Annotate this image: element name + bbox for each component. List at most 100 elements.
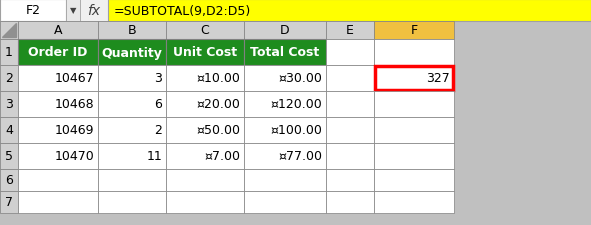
Bar bbox=[18, 117, 98, 143]
Bar bbox=[18, 92, 98, 117]
Text: ▼: ▼ bbox=[70, 7, 76, 16]
Bar bbox=[374, 169, 454, 191]
Text: 327: 327 bbox=[426, 72, 450, 85]
Bar bbox=[18, 169, 98, 191]
Bar bbox=[18, 191, 98, 213]
Bar bbox=[374, 92, 454, 117]
Text: B: B bbox=[128, 24, 137, 37]
Bar bbox=[374, 143, 454, 169]
Bar bbox=[0, 40, 18, 66]
Bar bbox=[0, 22, 18, 40]
Bar bbox=[374, 22, 454, 40]
Bar bbox=[98, 191, 166, 213]
Text: C: C bbox=[200, 24, 209, 37]
Bar bbox=[98, 92, 166, 117]
Bar bbox=[374, 66, 454, 92]
Bar bbox=[0, 117, 18, 143]
Bar bbox=[244, 40, 326, 66]
Text: 10467: 10467 bbox=[54, 72, 94, 85]
Bar bbox=[98, 66, 166, 92]
Bar bbox=[166, 22, 244, 40]
Text: 2: 2 bbox=[154, 124, 162, 137]
Bar bbox=[326, 22, 374, 40]
Bar bbox=[326, 117, 374, 143]
Text: 6: 6 bbox=[154, 98, 162, 111]
Bar bbox=[244, 92, 326, 117]
Bar bbox=[244, 191, 326, 213]
Text: Order ID: Order ID bbox=[28, 46, 87, 59]
Bar bbox=[18, 143, 98, 169]
Bar bbox=[98, 22, 166, 40]
Bar bbox=[66, 0, 80, 22]
Bar bbox=[244, 169, 326, 191]
Bar bbox=[98, 117, 166, 143]
Bar bbox=[18, 40, 98, 66]
Text: 5: 5 bbox=[5, 150, 13, 163]
Text: 10468: 10468 bbox=[54, 98, 94, 111]
Bar bbox=[326, 169, 374, 191]
Bar bbox=[98, 40, 166, 66]
Text: 10469: 10469 bbox=[54, 124, 94, 137]
Bar bbox=[166, 143, 244, 169]
Text: =SUBTOTAL(9,D2:D5): =SUBTOTAL(9,D2:D5) bbox=[114, 4, 251, 17]
Bar bbox=[166, 40, 244, 66]
Bar bbox=[374, 191, 454, 213]
Text: F: F bbox=[410, 24, 418, 37]
Text: 2: 2 bbox=[5, 72, 13, 85]
Text: F2: F2 bbox=[25, 4, 41, 17]
Text: 11: 11 bbox=[146, 150, 162, 163]
Bar bbox=[374, 40, 454, 66]
Bar bbox=[166, 191, 244, 213]
Text: ¤100.00: ¤100.00 bbox=[270, 124, 322, 137]
Polygon shape bbox=[2, 24, 16, 38]
Bar bbox=[18, 22, 98, 40]
Text: ¤7.00: ¤7.00 bbox=[204, 150, 240, 163]
Bar bbox=[326, 92, 374, 117]
Bar bbox=[244, 117, 326, 143]
Bar bbox=[166, 117, 244, 143]
Text: 6: 6 bbox=[5, 174, 13, 187]
Bar bbox=[0, 143, 18, 169]
Text: E: E bbox=[346, 24, 354, 37]
Bar bbox=[0, 92, 18, 117]
Bar bbox=[98, 143, 166, 169]
Bar bbox=[374, 117, 454, 143]
Bar bbox=[375, 67, 453, 91]
Text: Unit Cost: Unit Cost bbox=[173, 46, 237, 59]
Text: Quantity: Quantity bbox=[102, 46, 163, 59]
Bar bbox=[80, 0, 108, 22]
Bar bbox=[166, 169, 244, 191]
Text: ¤20.00: ¤20.00 bbox=[196, 98, 240, 111]
Text: ¤50.00: ¤50.00 bbox=[196, 124, 240, 137]
Bar bbox=[326, 143, 374, 169]
Bar bbox=[166, 66, 244, 92]
Bar bbox=[0, 66, 18, 92]
Text: 7: 7 bbox=[5, 196, 13, 209]
Bar bbox=[326, 40, 374, 66]
Bar bbox=[166, 92, 244, 117]
Text: ¤77.00: ¤77.00 bbox=[278, 150, 322, 163]
Text: ¤10.00: ¤10.00 bbox=[196, 72, 240, 85]
Bar bbox=[326, 191, 374, 213]
Bar bbox=[108, 0, 591, 22]
Bar bbox=[0, 191, 18, 213]
Text: 3: 3 bbox=[154, 72, 162, 85]
Text: 10470: 10470 bbox=[54, 150, 94, 163]
Text: 1: 1 bbox=[5, 46, 13, 59]
Text: Total Cost: Total Cost bbox=[251, 46, 320, 59]
Text: ¤30.00: ¤30.00 bbox=[278, 72, 322, 85]
Text: 3: 3 bbox=[5, 98, 13, 111]
Text: A: A bbox=[54, 24, 62, 37]
Bar bbox=[0, 0, 66, 22]
Bar bbox=[326, 66, 374, 92]
Bar bbox=[0, 169, 18, 191]
Text: D: D bbox=[280, 24, 290, 37]
Text: fx: fx bbox=[87, 4, 100, 18]
Bar bbox=[244, 143, 326, 169]
Bar bbox=[244, 22, 326, 40]
Bar bbox=[98, 169, 166, 191]
Bar bbox=[18, 66, 98, 92]
Text: 4: 4 bbox=[5, 124, 13, 137]
Text: ¤120.00: ¤120.00 bbox=[270, 98, 322, 111]
Bar bbox=[244, 66, 326, 92]
